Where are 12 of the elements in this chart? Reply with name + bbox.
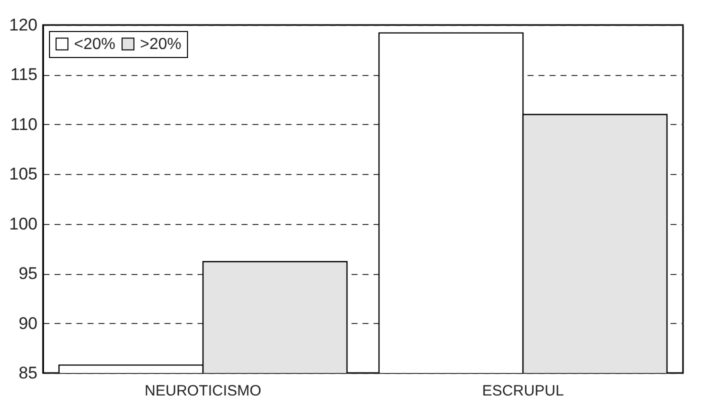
y-tick-label: 110 <box>10 114 38 134</box>
x-tick-label: ESCRUPUL <box>482 382 564 400</box>
y-tick-label: 105 <box>9 164 38 184</box>
y-tick-label: 100 <box>9 214 38 234</box>
legend-label: <20% <box>74 36 116 53</box>
x-tick-label: NEUROTICISMO <box>144 382 262 400</box>
y-tick-label: 85 <box>18 364 38 382</box>
y-tick-label: 95 <box>18 264 38 284</box>
y-tick-label: 120 <box>9 16 38 34</box>
y-tick-label: 90 <box>18 314 38 333</box>
legend-label: >20% <box>140 36 182 53</box>
y-tick-label: 115 <box>10 65 38 84</box>
